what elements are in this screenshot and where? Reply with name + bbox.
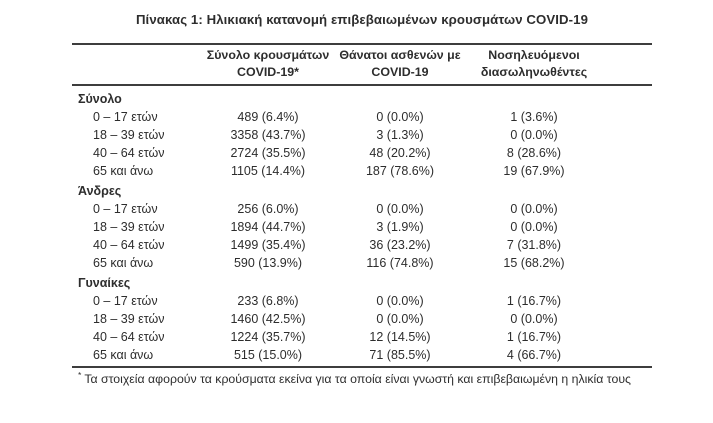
table-row: 40 – 64 ετών 2724 (35.5%) 48 (20.2%) 8 (… bbox=[72, 144, 652, 162]
deaths-value: 0 (0.0%) bbox=[376, 312, 424, 326]
cases-value: 590 (13.9%) bbox=[233, 256, 303, 270]
intubated-value: 1 (3.6%) bbox=[510, 110, 558, 124]
deaths-value: 12 (14.5%) bbox=[369, 330, 431, 344]
header-intubated: Νοσηλευόμενοι διασωληνωθέντες bbox=[466, 47, 602, 81]
intubated-value: 0 (0.0%) bbox=[510, 128, 558, 142]
cases-value: 489 (6.4%) bbox=[237, 110, 299, 124]
intubated-value: 1 (16.7%) bbox=[506, 330, 562, 344]
section-title: Γυναίκες bbox=[78, 276, 131, 290]
deaths-value: 3 (1.3%) bbox=[376, 128, 424, 142]
cases-value: 1499 (35.4%) bbox=[230, 238, 306, 252]
deaths-value: 0 (0.0%) bbox=[376, 202, 424, 216]
deaths-value: 71 (85.5%) bbox=[369, 348, 431, 362]
section-title: Σύνολο bbox=[78, 92, 122, 106]
table-row: 18 – 39 ετών 3358 (43.7%) 3 (1.3%) 0 (0.… bbox=[72, 126, 652, 144]
cases-value: 1224 (35.7%) bbox=[230, 330, 306, 344]
intubated-value: 4 (66.7%) bbox=[506, 348, 562, 362]
table-title: Πίνακας 1: Ηλικιακή κατανομή επιβεβαιωμέ… bbox=[135, 12, 589, 27]
section-total: Σύνολο 0 – 17 ετών 489 (6.4%) 0 (0.0%) 1… bbox=[72, 90, 652, 180]
deaths-value: 0 (0.0%) bbox=[376, 294, 424, 308]
section-women: Γυναίκες 0 – 17 ετών 233 (6.8%) 0 (0.0%)… bbox=[72, 274, 652, 364]
table-row: 18 – 39 ετών 1460 (42.5%) 0 (0.0%) 0 (0.… bbox=[72, 310, 652, 328]
header-total-cases-line2: COVID-19* bbox=[237, 65, 299, 79]
age-group-label: 0 – 17 ετών bbox=[93, 110, 158, 124]
header-total-cases: Σύνολο κρουσμάτων COVID-19* bbox=[202, 47, 334, 81]
intubated-value: 1 (16.7%) bbox=[506, 294, 562, 308]
age-group-label: 40 – 64 ετών bbox=[93, 330, 165, 344]
age-group-label: 18 – 39 ετών bbox=[93, 128, 165, 142]
age-group-label: 40 – 64 ετών bbox=[93, 238, 165, 252]
section-men: Άνδρες 0 – 17 ετών 256 (6.0%) 0 (0.0%) 0… bbox=[72, 182, 652, 272]
table-footnote: * Τα στοιχεία αφορούν τα κρούσματα εκείνα… bbox=[72, 369, 652, 386]
cases-value: 1894 (44.7%) bbox=[230, 220, 306, 234]
intubated-value: 15 (68.2%) bbox=[503, 256, 565, 270]
deaths-value: 3 (1.9%) bbox=[376, 220, 424, 234]
deaths-value: 116 (74.8%) bbox=[366, 256, 434, 270]
cases-value: 3358 (43.7%) bbox=[230, 128, 306, 142]
table-row: 65 και άνω 515 (15.0%) 71 (85.5%) 4 (66.… bbox=[72, 346, 652, 364]
table-row: 40 – 64 ετών 1499 (35.4%) 36 (23.2%) 7 (… bbox=[72, 236, 652, 254]
age-group-label: 65 και άνω bbox=[93, 256, 154, 270]
cases-value: 2724 (35.5%) bbox=[230, 146, 306, 160]
footnote-asterisk: * bbox=[78, 369, 82, 380]
header-deaths: Θάνατοι ασθενών με COVID-19 bbox=[334, 47, 466, 81]
cases-value: 515 (15.0%) bbox=[233, 348, 303, 362]
header-deaths-line1: Θάνατοι ασθενών με bbox=[339, 48, 461, 62]
header-total-cases-line1: Σύνολο κρουσμάτων bbox=[206, 48, 330, 62]
age-group-label: 0 – 17 ετών bbox=[93, 294, 158, 308]
header-intubated-line1: Νοσηλευόμενοι bbox=[488, 48, 580, 62]
age-group-label: 65 και άνω bbox=[93, 348, 154, 362]
deaths-value: 0 (0.0%) bbox=[376, 110, 424, 124]
table-row: 0 – 17 ετών 489 (6.4%) 0 (0.0%) 1 (3.6%) bbox=[72, 108, 652, 126]
intubated-value: 0 (0.0%) bbox=[510, 220, 558, 234]
intubated-value: 19 (67.9%) bbox=[503, 164, 565, 178]
age-group-label: 65 και άνω bbox=[93, 164, 154, 178]
header-deaths-line2: COVID-19 bbox=[371, 65, 429, 79]
table-row: 65 και άνω 1105 (14.4%) 187 (78.6%) 19 (… bbox=[72, 162, 652, 180]
intubated-value: 8 (28.6%) bbox=[506, 146, 562, 160]
table-row: 18 – 39 ετών 1894 (44.7%) 3 (1.9%) 0 (0.… bbox=[72, 218, 652, 236]
table-row: 0 – 17 ετών 233 (6.8%) 0 (0.0%) 1 (16.7%… bbox=[72, 292, 652, 310]
intubated-value: 0 (0.0%) bbox=[510, 312, 558, 326]
section-title: Άνδρες bbox=[78, 184, 122, 198]
cases-value: 256 (6.0%) bbox=[237, 202, 299, 216]
table-body: Σύνολο 0 – 17 ετών 489 (6.4%) 0 (0.0%) 1… bbox=[72, 86, 652, 368]
header-empty-cell bbox=[72, 47, 202, 81]
age-distribution-table: Σύνολο κρουσμάτων COVID-19* Θάνατοι ασθε… bbox=[72, 43, 652, 386]
deaths-value: 36 (23.2%) bbox=[369, 238, 431, 252]
intubated-value: 7 (31.8%) bbox=[506, 238, 562, 252]
intubated-value: 0 (0.0%) bbox=[510, 202, 558, 216]
table-header-row: Σύνολο κρουσμάτων COVID-19* Θάνατοι ασθε… bbox=[72, 43, 652, 86]
cases-value: 233 (6.8%) bbox=[237, 294, 299, 308]
table-row: 65 και άνω 590 (13.9%) 116 (74.8%) 15 (6… bbox=[72, 254, 652, 272]
table-row: 0 – 17 ετών 256 (6.0%) 0 (0.0%) 0 (0.0%) bbox=[72, 200, 652, 218]
footnote-text: Τα στοιχεία αφορούν τα κρούσματα εκείνα … bbox=[84, 372, 631, 386]
table-row: 40 – 64 ετών 1224 (35.7%) 12 (14.5%) 1 (… bbox=[72, 328, 652, 346]
age-group-label: 0 – 17 ετών bbox=[93, 202, 158, 216]
age-group-label: 18 – 39 ετών bbox=[93, 220, 165, 234]
age-group-label: 18 – 39 ετών bbox=[93, 312, 165, 326]
header-intubated-line2: διασωληνωθέντες bbox=[480, 65, 588, 79]
deaths-value: 187 (78.6%) bbox=[365, 164, 435, 178]
deaths-value: 48 (20.2%) bbox=[369, 146, 431, 160]
age-group-label: 40 – 64 ετών bbox=[93, 146, 165, 160]
cases-value: 1460 (42.5%) bbox=[230, 312, 306, 326]
cases-value: 1105 (14.4%) bbox=[230, 164, 306, 178]
